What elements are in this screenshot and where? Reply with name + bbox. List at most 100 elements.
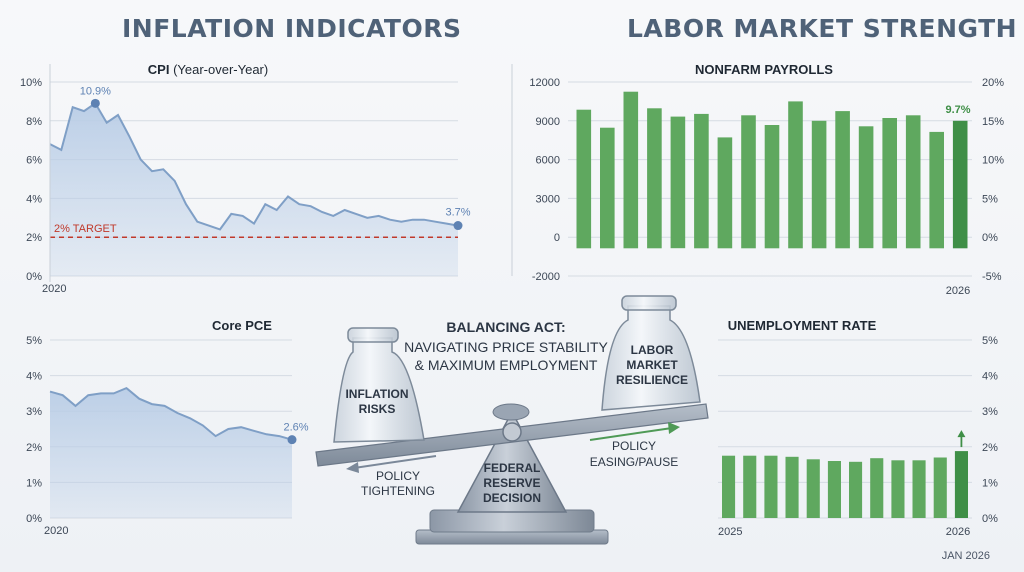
fulcrum (456, 410, 568, 513)
unemp-bar (912, 460, 926, 518)
cpi-peak-marker (90, 98, 100, 108)
cpi-target-label: 2% TARGET (54, 223, 117, 235)
pce-tick-label: 4% (26, 371, 42, 383)
pce-line (49, 386, 293, 441)
pivot-bolt (502, 422, 522, 442)
inflation-weight-label-2: RISKS (359, 402, 396, 416)
unemp-tick-label: 5% (982, 335, 998, 347)
nfp-right-tick-label: -5% (982, 271, 1002, 283)
unemp-tick-label: 3% (982, 406, 998, 418)
nfp-left-tick-label: 6000 (536, 155, 560, 167)
cpi-last-marker (453, 221, 463, 231)
unemp-bar (743, 455, 757, 518)
unemp-bar (806, 459, 820, 518)
cpi-tick-label: 8% (26, 116, 42, 128)
unemp-bar (722, 455, 736, 518)
fulcrum-label-3: DECISION (483, 491, 541, 505)
unemp-up-arrow-icon (957, 430, 966, 438)
unemp-bar (933, 457, 947, 518)
fulcrum-label-1: FEDERAL (484, 461, 541, 475)
cpi-peak-label: 10.9% (80, 85, 111, 97)
easing-arrow (589, 422, 680, 441)
nfp-left-tick-label: 0 (554, 232, 560, 244)
nfp-right-tick-label: 20% (982, 77, 1004, 89)
nfp-left-tick-label: 3000 (536, 193, 560, 205)
nfp-last-label: 9.7% (945, 104, 970, 116)
cpi-x-start-label: 2020 (42, 283, 66, 295)
nfp-bar (929, 131, 944, 249)
unemp-tick-label: 4% (982, 371, 998, 383)
nfp-bar (600, 127, 615, 249)
tightening-label-1: POLICY (376, 469, 420, 483)
pce-x-start-label: 2020 (44, 525, 68, 537)
pivot-cap (492, 403, 530, 421)
unemp-bar (785, 456, 799, 518)
nfp-bar (811, 120, 827, 249)
cpi-title-sub: (Year-over-Year) (173, 62, 268, 77)
nfp-x-end-label: 2026 (946, 285, 970, 297)
nfp-title: NONFARM PAYROLLS (695, 62, 833, 77)
unemp-bar (954, 451, 968, 518)
nfp-bar (647, 108, 662, 249)
unemp-x-end-label: 2026 (946, 526, 970, 538)
cpi-tick-label: 0% (26, 271, 42, 283)
cpi-tick-label: 6% (26, 155, 42, 167)
nfp-bar (623, 91, 639, 249)
pce-area (50, 388, 292, 518)
nfp-bar (952, 120, 968, 249)
easing-label-2: EASING/PAUSE (590, 455, 678, 469)
tightening-label-2: TIGHTENING (361, 484, 435, 498)
nfp-bar (576, 109, 592, 249)
pce-tick-label: 1% (26, 477, 42, 489)
nfp-left-tick-label: -2000 (532, 271, 560, 283)
headline-line-2: NAVIGATING PRICE STABILITY (404, 339, 608, 355)
nfp-bar (835, 111, 850, 249)
unemp-bar (849, 461, 863, 518)
unemp-tick-label: 2% (982, 442, 998, 454)
nfp-bar (694, 113, 709, 249)
scale-plinth (429, 509, 595, 533)
cpi-tick-label: 4% (26, 193, 42, 205)
nfp-bar (670, 116, 686, 249)
fulcrum-label-2: RESERVE (483, 476, 540, 490)
inflation-indicators-title: INFLATION INDICATORS (122, 14, 462, 43)
cpi-line (49, 101, 459, 231)
inflation-weight (333, 327, 425, 443)
pce-last-label: 2.6% (283, 422, 308, 434)
labor-weight-label-1: LABOR (631, 343, 674, 357)
unemp-x-start-label: 2025 (718, 526, 742, 538)
unemp-tick-label: 0% (982, 513, 998, 525)
nfp-bar (741, 115, 756, 249)
cpi-area (50, 103, 458, 276)
pce-last-marker (287, 435, 297, 445)
headline-line-1: BALANCING ACT: (446, 319, 565, 335)
unemp-bar (891, 460, 905, 518)
unemp-bar (827, 461, 841, 518)
nfp-right-tick-label: 15% (982, 116, 1004, 128)
nfp-bar (882, 118, 897, 249)
pce-tick-label: 5% (26, 335, 42, 347)
cpi-tick-label: 2% (26, 232, 42, 244)
cpi-title: CPI (Year-over-Year) (148, 62, 268, 77)
unemp-bar (764, 455, 778, 518)
labor-market-strength-title: LABOR MARKET STRENGTH (627, 14, 1018, 43)
cpi-tick-label: 10% (20, 77, 42, 89)
unemp-title: UNEMPLOYMENT RATE (728, 318, 877, 333)
nfp-bar (717, 137, 733, 249)
nfp-right-tick-label: 0% (982, 232, 998, 244)
nfp-left-tick-label: 12000 (529, 77, 560, 89)
inflation-weight-label-1: INFLATION (345, 387, 408, 401)
nfp-bar (858, 126, 874, 249)
pce-title: Core PCE (212, 318, 272, 333)
pce-tick-label: 2% (26, 442, 42, 454)
cpi-title-main: CPI (148, 62, 173, 77)
tightening-arrow (346, 455, 437, 473)
nfp-bar (788, 101, 803, 249)
unemp-tick-label: 1% (982, 477, 998, 489)
unemp-bar (870, 458, 884, 518)
footer-date: JAN 2026 (941, 550, 990, 562)
pce-tick-label: 0% (26, 513, 42, 525)
nfp-right-tick-label: 10% (982, 155, 1004, 167)
